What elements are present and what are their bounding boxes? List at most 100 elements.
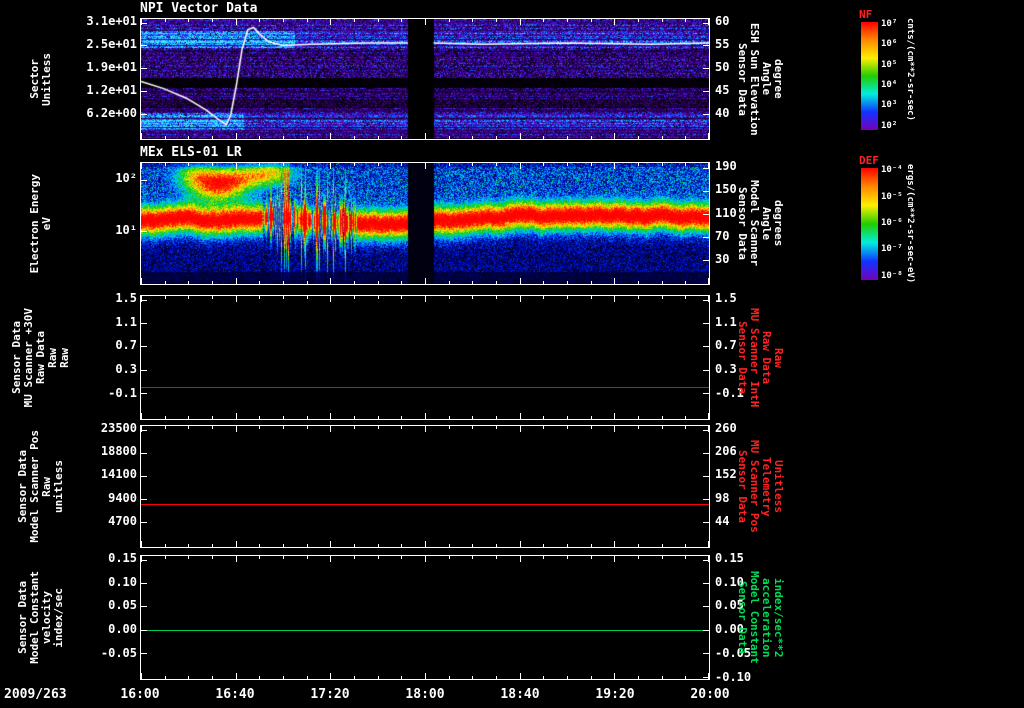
tick-mark [472, 296, 473, 299]
tick-mark [236, 556, 237, 562]
tick-mark [638, 676, 639, 679]
tick-mark [330, 426, 331, 432]
tick-mark [259, 19, 260, 22]
axis-label-line: Sensor Data [736, 581, 749, 654]
tick-mark [307, 556, 308, 559]
tick-mark [141, 68, 147, 69]
panel-1-left-axis-label: Sector Unitless [8, 18, 74, 140]
tick-mark [703, 370, 709, 371]
y-tick-label: 23500 [100, 421, 137, 435]
tick-mark [354, 426, 355, 429]
axis-label-line: Raw [772, 347, 785, 368]
panel-3-right-axis-label: Sensor Data MU Scanner IntH Raw Data Raw [736, 295, 808, 420]
y-tick-label: 18800 [100, 444, 137, 458]
tick-mark [703, 45, 709, 46]
panel-2-plot-area [140, 162, 710, 285]
tick-mark [212, 281, 213, 284]
tick-mark [638, 19, 639, 22]
tick-mark [703, 499, 709, 500]
tick-mark [591, 676, 592, 679]
y-tick-label: 14100 [100, 467, 137, 481]
y-tick-label: 1.1 [715, 315, 737, 329]
tick-mark [496, 136, 497, 139]
tick-mark [614, 296, 615, 302]
tick-mark [703, 237, 709, 238]
tick-mark [567, 416, 568, 419]
tick-mark [354, 556, 355, 559]
colorbar-2-unit-label: ergs/(cm**2-sr-sec-eV) [905, 164, 915, 284]
y-tick-label: 0.10 [715, 575, 744, 589]
y-tick-label: 190 [715, 159, 737, 173]
tick-mark [708, 278, 709, 284]
tick-mark [703, 453, 709, 454]
tick-mark [449, 136, 450, 139]
y-tick-label: 2.5e+01 [86, 37, 137, 51]
y-tick-label: 0.05 [715, 598, 744, 612]
tick-mark [638, 426, 639, 429]
tick-mark [354, 296, 355, 299]
tick-mark [188, 544, 189, 547]
tick-mark [520, 673, 521, 679]
tick-mark [188, 163, 189, 166]
colorbar-tick-label: 10⁴ [881, 80, 898, 90]
tick-mark [165, 416, 166, 419]
axis-label-line: MU Scanner Pos [748, 440, 761, 533]
y-tick-label: 110 [715, 206, 737, 220]
tick-mark [685, 19, 686, 22]
axis-label-line: Angle [760, 206, 773, 241]
tick-mark [307, 544, 308, 547]
tick-mark [614, 556, 615, 562]
tick-mark [472, 281, 473, 284]
tick-mark [472, 544, 473, 547]
tick-mark [449, 426, 450, 429]
tick-mark [236, 426, 237, 432]
tick-mark [236, 541, 237, 547]
tick-mark [543, 676, 544, 679]
tick-mark [703, 91, 709, 92]
tick-mark [425, 541, 426, 547]
tick-mark [425, 556, 426, 562]
tick-mark [354, 544, 355, 547]
tick-mark [685, 416, 686, 419]
tick-mark [662, 136, 663, 139]
y-tick-label: -0.10 [715, 670, 752, 684]
tick-mark [543, 136, 544, 139]
y-tick-label: 1.5 [115, 291, 137, 305]
tick-mark [307, 426, 308, 429]
tick-mark [520, 296, 521, 302]
tick-mark [472, 416, 473, 419]
tick-mark [472, 556, 473, 559]
tick-mark [141, 114, 147, 115]
tick-mark [141, 346, 147, 347]
tick-mark [378, 163, 379, 166]
panel-2-left-axis-label: Electron Energy eV [8, 162, 74, 285]
panel-3-data-line [141, 387, 709, 388]
tick-mark [520, 163, 521, 169]
tick-mark [496, 426, 497, 429]
tick-mark [703, 653, 709, 654]
tick-mark [330, 19, 331, 25]
tick-mark [259, 544, 260, 547]
colorbar-tick-label: 10⁵ [881, 60, 898, 70]
y-tick-label: 4700 [108, 514, 137, 528]
tick-mark [141, 453, 147, 454]
colorbar-1-unit-label: cnts/(cm**2-sr-sec) [905, 18, 915, 121]
y-tick-label: -0.1 [108, 386, 137, 400]
tick-mark [703, 260, 709, 261]
tick-mark [307, 163, 308, 166]
axis-label-line: eV [40, 216, 53, 231]
tick-mark [401, 676, 402, 679]
y-tick-label: 55 [715, 37, 730, 51]
tick-mark [283, 19, 284, 22]
tick-mark [236, 673, 237, 679]
tick-mark [614, 278, 615, 284]
tick-mark [703, 300, 709, 301]
tick-mark [378, 296, 379, 299]
y-tick-label: 10² [115, 171, 137, 185]
tick-mark [614, 541, 615, 547]
tick-mark [212, 544, 213, 547]
tick-mark [188, 281, 189, 284]
panel-5-right-axis-label: Sensor Data Model Constant acceleration ind… [736, 555, 808, 680]
y-tick-label: 3.1e+01 [86, 14, 137, 28]
